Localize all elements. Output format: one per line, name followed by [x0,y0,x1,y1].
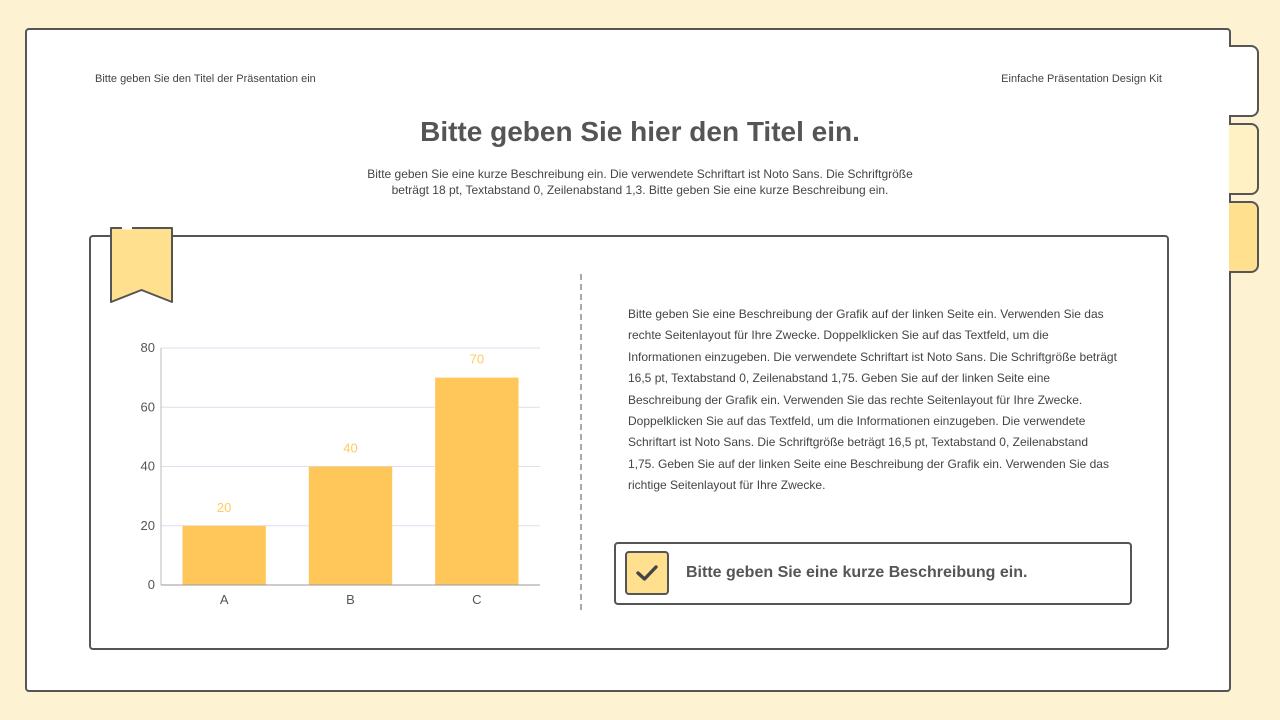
x-tick-label: A [220,592,229,607]
bar-chart: 0 20 40 60 80 20 A 40 B 70 C [141,340,540,607]
data-label: 70 [470,352,484,367]
side-tab-2[interactable] [1229,123,1259,195]
y-tick-label: 40 [141,459,155,474]
kit-name: Einfache Präsentation Design Kit [1001,73,1162,85]
bar [182,525,266,585]
callout-box: Bitte geben Sie eine kurze Beschreibung … [614,542,1132,605]
chart-description: Bitte geben Sie eine Beschreibung der Gr… [628,307,1117,493]
y-tick-label: 80 [141,340,155,355]
check-icon [625,551,669,595]
y-tick-label: 20 [141,518,155,533]
section-divider [580,274,582,610]
y-tick-label: 60 [141,399,155,414]
x-tick-label: C [472,592,481,607]
slide-title: Bitte geben Sie hier den Titel ein. [420,116,860,147]
bookmark-icon [110,227,173,303]
side-tab-3[interactable] [1229,201,1259,273]
y-tick-label: 0 [148,577,155,592]
slide-subtitle: Bitte geben Sie eine kurze Beschreibung … [340,166,940,198]
bar [308,466,393,585]
data-label: 20 [217,500,231,515]
subtitle-line-1: Bitte geben Sie eine kurze Beschreibung … [367,167,913,181]
side-tab-1[interactable] [1229,45,1259,117]
bar [435,377,519,585]
data-label: 40 [343,441,357,456]
subtitle-line-2: beträgt 18 pt, Textabstand 0, Zeilenabst… [391,183,889,197]
presentation-title: Bitte geben Sie den Titel der Präsentati… [95,73,316,85]
callout-text: Bitte geben Sie eine kurze Beschreibung … [686,564,1028,581]
x-tick-label: B [346,592,355,607]
